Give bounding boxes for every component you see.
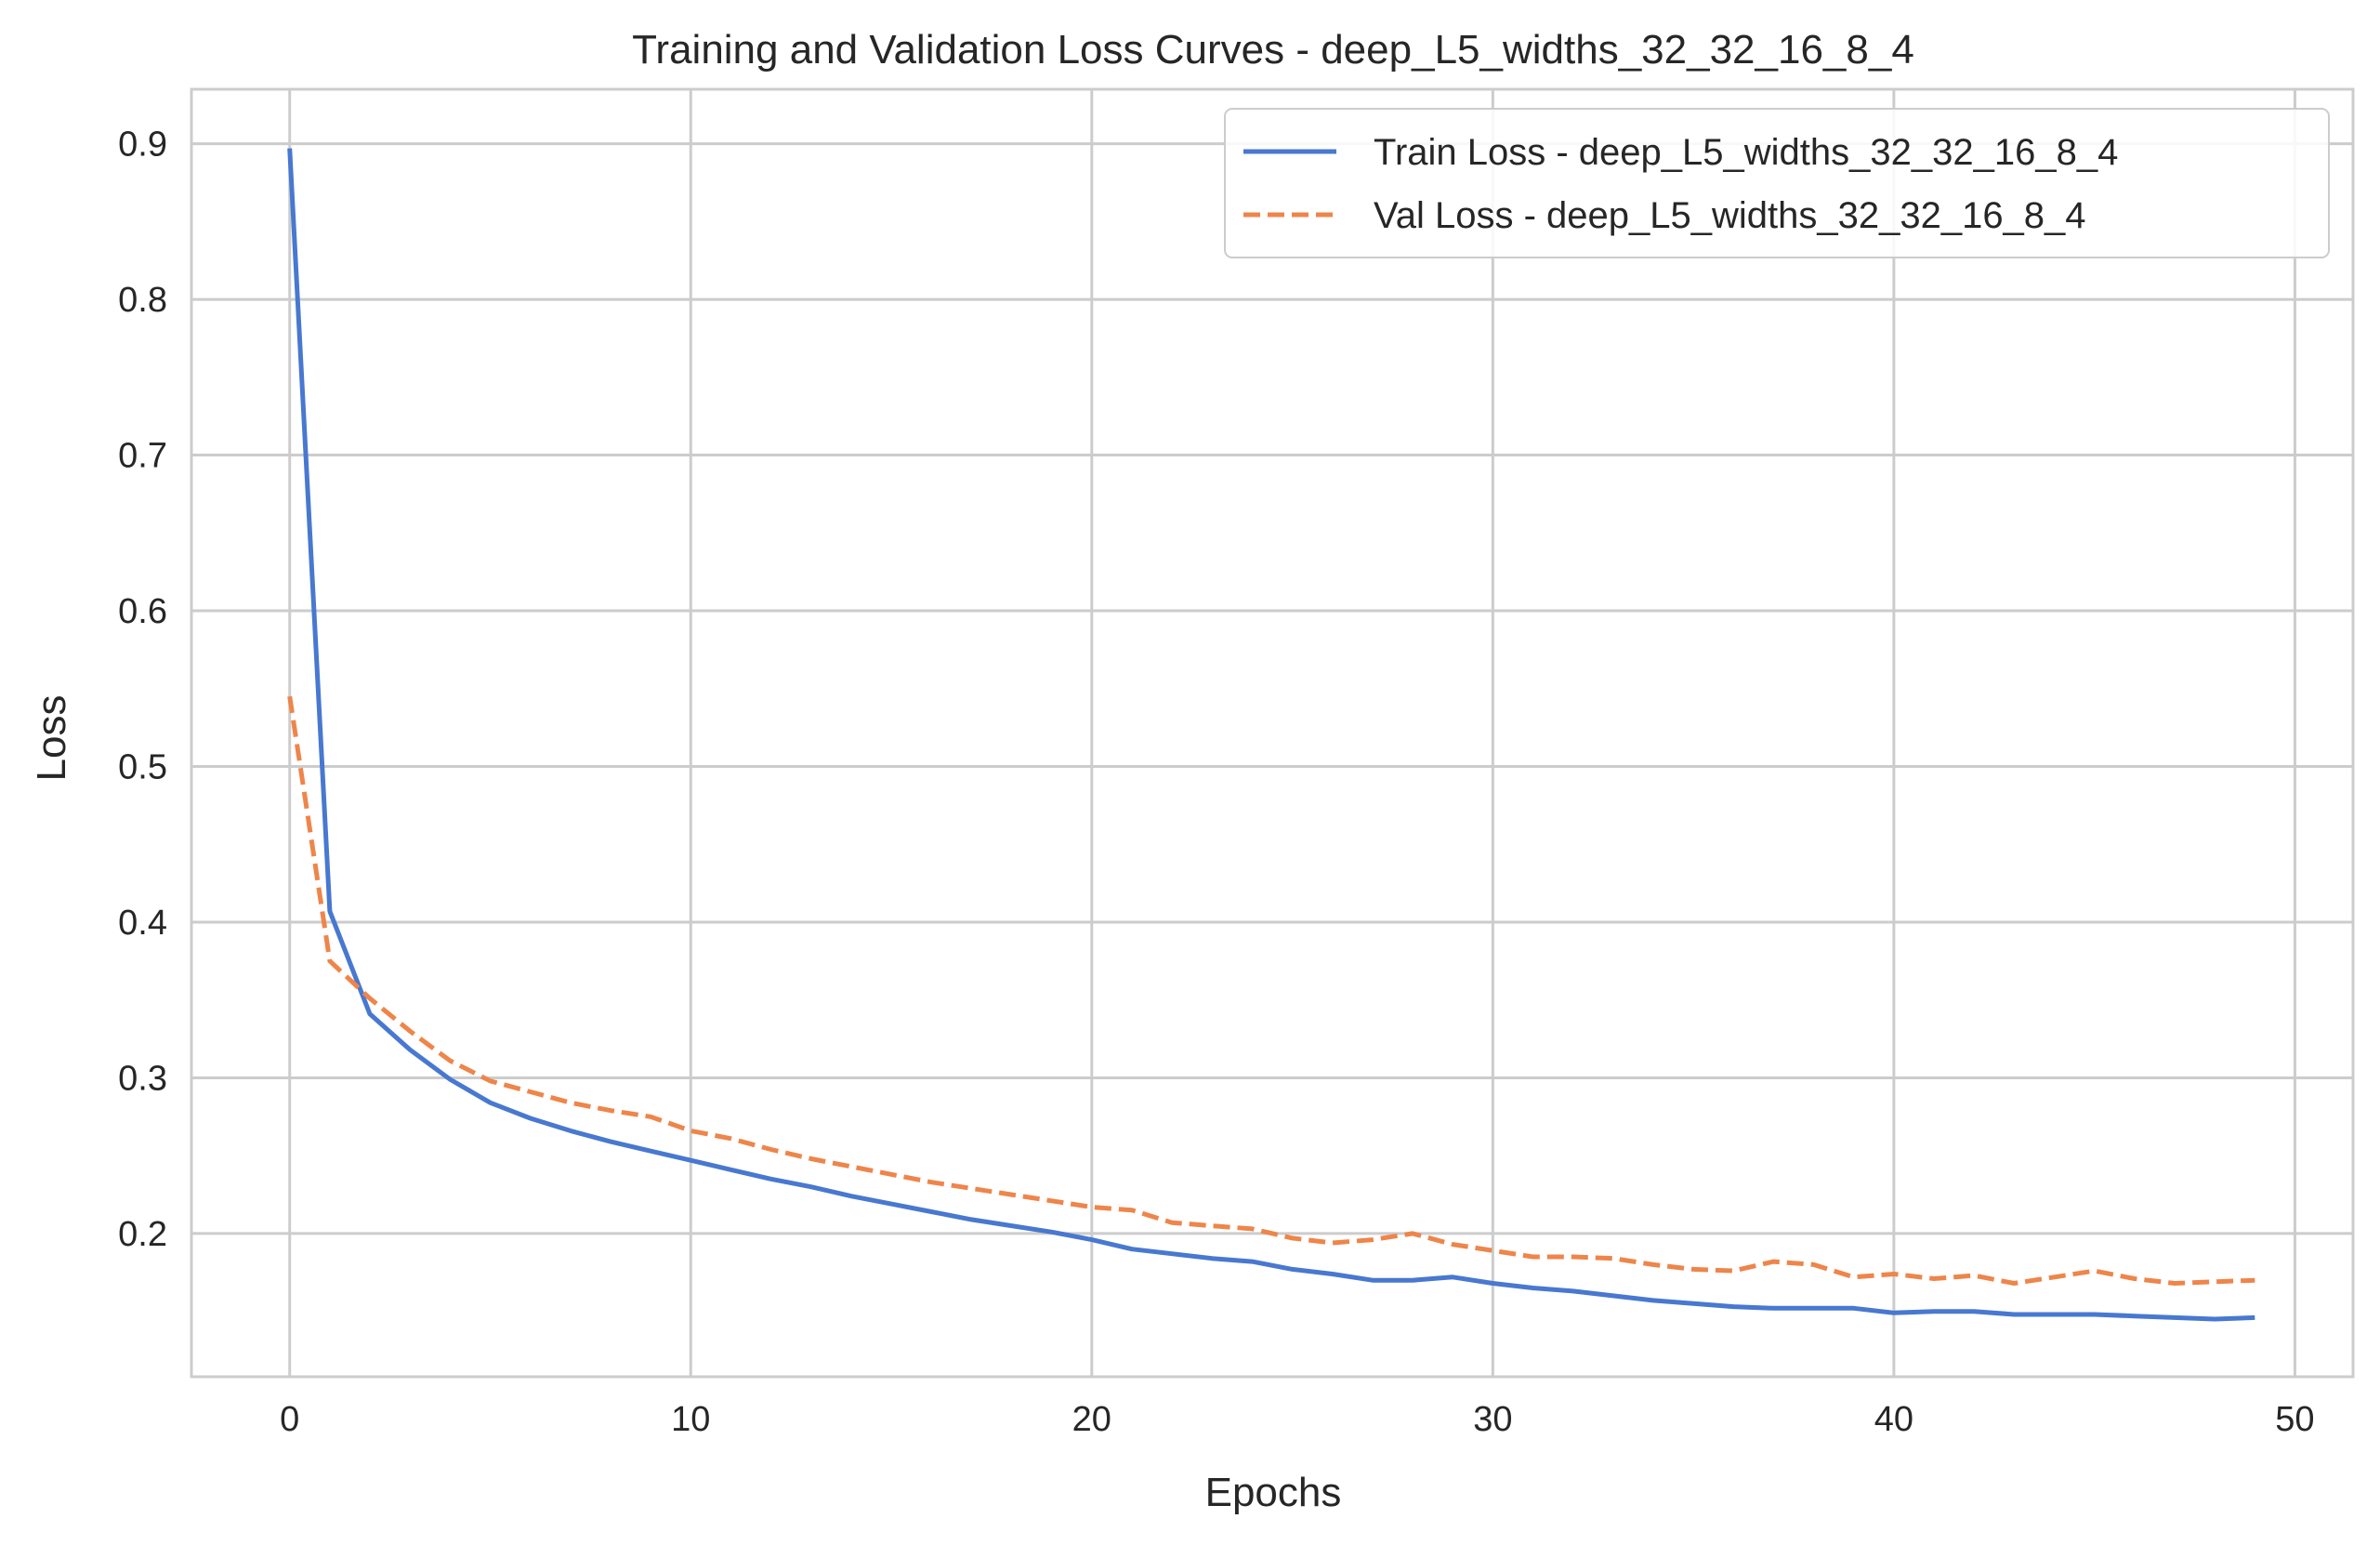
legend: Train Loss - deep_L5_widths_32_32_16_8_4… — [1224, 108, 2330, 258]
plot-frame — [190, 87, 2355, 1379]
x-axis-title: Epochs — [1205, 1470, 1342, 1515]
x-tick-label: 20 — [1072, 1400, 1111, 1439]
y-axis-title: Loss — [29, 695, 74, 782]
y-tick-label: 0.7 — [118, 437, 167, 476]
y-tick-label: 0.4 — [118, 904, 167, 943]
x-tick-label: 10 — [671, 1400, 710, 1439]
val-loss-line — [287, 695, 2255, 1286]
y-tick-label: 0.9 — [118, 125, 167, 165]
series-lines — [287, 148, 2255, 1322]
y-tick-label: 0.2 — [118, 1215, 167, 1254]
x-tick-label: 30 — [1473, 1400, 1512, 1439]
y-tick-label: 0.6 — [118, 592, 167, 631]
x-tick-label: 0 — [280, 1400, 299, 1439]
tick-labels: 0 10 20 30 40 50 0.2 0.3 0.4 0.5 0.6 0.7 0.8 0.9 — [118, 125, 2314, 1439]
y-tick-label: 0.8 — [118, 281, 167, 320]
x-tick-label: 40 — [1874, 1400, 1913, 1439]
x-tick-label: 50 — [2275, 1400, 2314, 1439]
legend-box — [1224, 108, 2330, 258]
y-tick-label: 0.5 — [118, 748, 167, 787]
legend-train-label: Train Loss - deep_L5_widths_32_32_16_8_4 — [1374, 132, 2118, 173]
chart-title: Training and Validation Loss Curves - de… — [632, 27, 1914, 73]
train-loss-line — [287, 148, 2255, 1322]
y-tick-label: 0.3 — [118, 1059, 167, 1098]
legend-val-label: Val Loss - deep_L5_widths_32_32_16_8_4 — [1374, 195, 2086, 236]
